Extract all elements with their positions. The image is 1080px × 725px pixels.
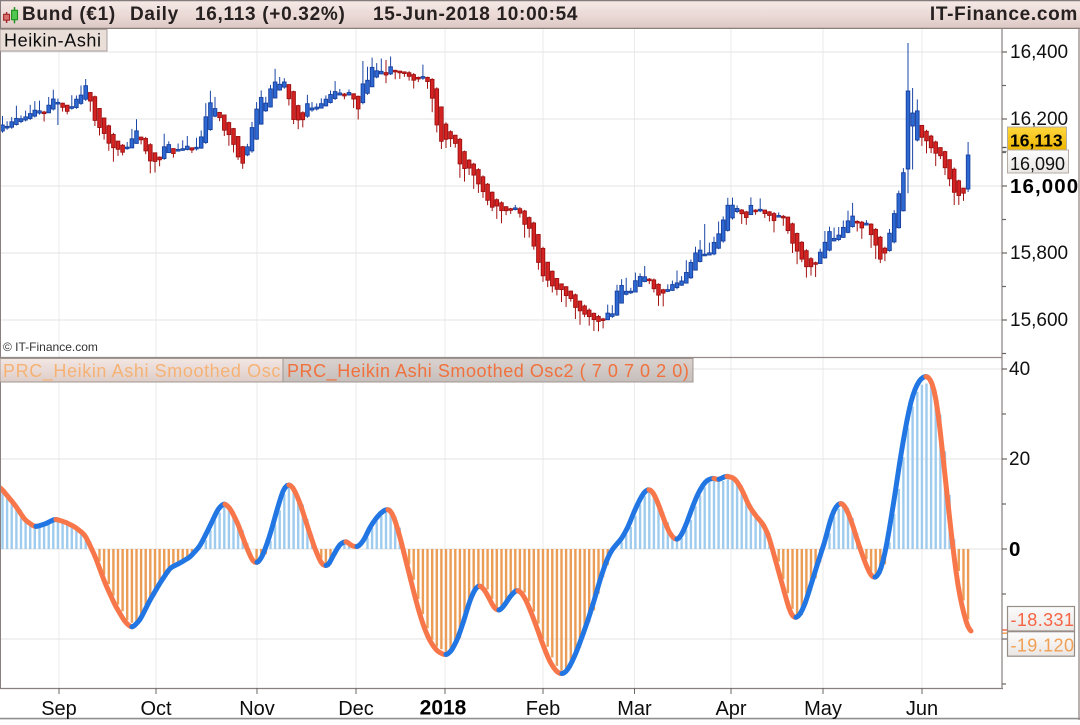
svg-text:Sep: Sep [41,698,77,720]
svg-text:2018: 2018 [420,697,467,720]
svg-text:Heikin-Ashi: Heikin-Ashi [4,31,102,51]
svg-text:40: 40 [1009,359,1030,380]
svg-text:16,090: 16,090 [1010,154,1065,174]
svg-text:Nov: Nov [239,698,275,720]
svg-text:Feb: Feb [526,698,560,720]
svg-text:-19.120: -19.120 [1011,635,1075,655]
svg-text:15-Jun-2018 10:00:54: 15-Jun-2018 10:00:54 [373,4,578,25]
svg-text:-18.331: -18.331 [1011,610,1075,630]
svg-text:May: May [804,698,842,720]
svg-text:Daily: Daily [130,4,179,25]
svg-text:PRC_Heikin Ashi Smoothed Osc: PRC_Heikin Ashi Smoothed Osc [3,361,281,382]
svg-text:16,113: 16,113 [1010,131,1063,151]
svg-text:Dec: Dec [338,698,374,720]
svg-text:PRC_Heikin Ashi Smoothed Osc2: PRC_Heikin Ashi Smoothed Osc2 ( 7 0 7 0 … [287,361,689,382]
svg-text:16,200: 16,200 [1010,109,1068,130]
svg-text:Apr: Apr [715,698,746,720]
svg-text:Mar: Mar [617,698,652,720]
svg-text:16,113 (+0.32%): 16,113 (+0.32%) [195,4,345,25]
svg-text:16,000: 16,000 [1010,175,1079,198]
svg-text:© IT-Finance.com: © IT-Finance.com [3,340,98,354]
svg-text:IT-Finance.com: IT-Finance.com [930,4,1078,25]
svg-text:15,800: 15,800 [1010,243,1068,264]
svg-text:Oct: Oct [140,698,172,720]
svg-text:15,600: 15,600 [1010,310,1068,331]
svg-text:Jun: Jun [906,698,938,720]
svg-text:0: 0 [1009,538,1020,561]
svg-text:Bund (€1): Bund (€1) [22,4,116,25]
svg-text:16,400: 16,400 [1010,42,1068,63]
svg-text:20: 20 [1009,449,1030,470]
